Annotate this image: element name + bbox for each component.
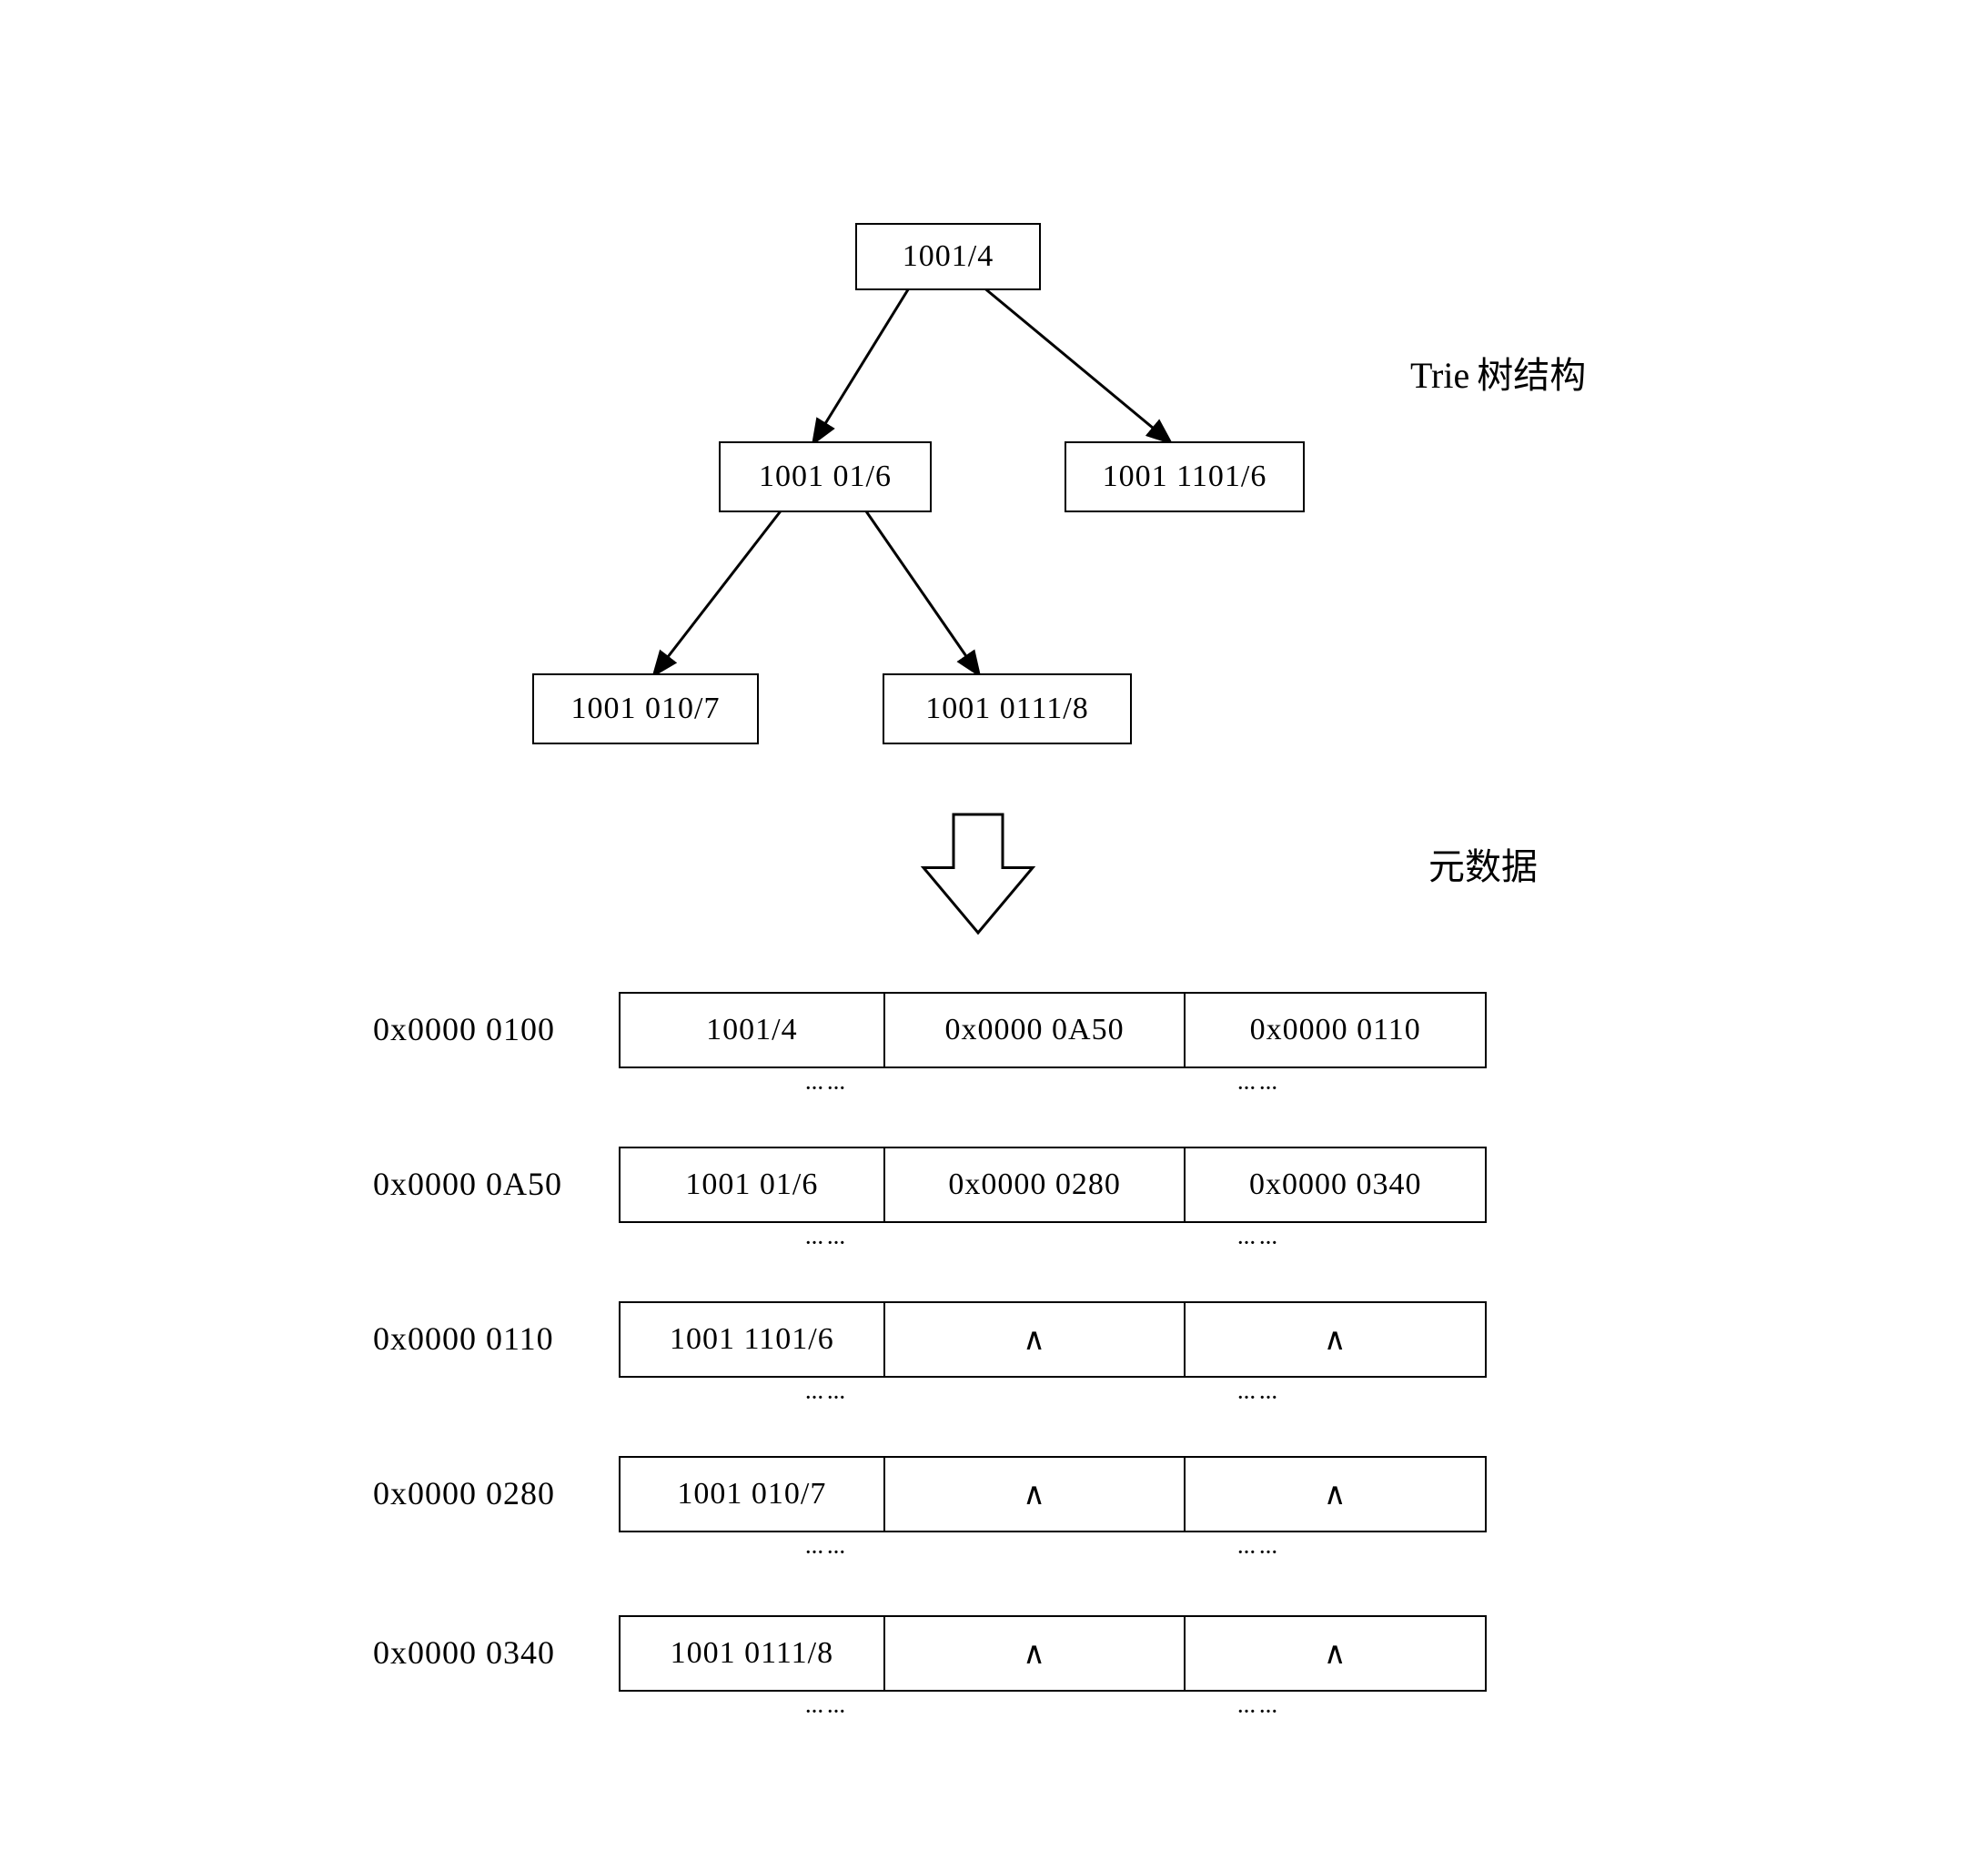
- table-cell: 0x0000 0A50: [885, 994, 1186, 1067]
- table-cell: 1001 01/6: [621, 1148, 885, 1221]
- table-cell: ∧: [885, 1458, 1186, 1531]
- ellipsis: ……: [1237, 1383, 1281, 1404]
- table-cell: 1001 1101/6: [621, 1303, 885, 1376]
- ellipsis: ……: [805, 1383, 849, 1404]
- trie-node: 1001 010/7: [532, 673, 759, 744]
- trie-node: 1001 0111/8: [883, 673, 1132, 744]
- trie-edge: [864, 509, 978, 673]
- ellipsis: ……: [805, 1697, 849, 1718]
- ellipsis: ……: [1237, 1538, 1281, 1559]
- table-cell: ∧: [1186, 1458, 1485, 1531]
- ellipsis: ……: [805, 1538, 849, 1559]
- table-cell: ∧: [1186, 1303, 1485, 1376]
- table-cell: 1001/4: [621, 994, 885, 1067]
- ellipsis: ……: [1237, 1228, 1281, 1249]
- trie-edge: [983, 287, 1169, 441]
- table-cell: ∧: [885, 1303, 1186, 1376]
- row-address: 0x0000 0A50: [373, 1165, 562, 1203]
- trie-edge: [655, 509, 782, 673]
- row-address: 0x0000 0340: [373, 1633, 555, 1672]
- arrows-overlay: [36, 36, 1952, 1814]
- trie-label-en: Trie: [1410, 355, 1469, 396]
- table-row: 1001 010/7∧∧: [619, 1456, 1487, 1532]
- table-cell: 0x0000 0110: [1186, 994, 1485, 1067]
- trie-label-cn: 树结构: [1477, 355, 1586, 396]
- ellipsis: ……: [1237, 1074, 1281, 1095]
- trie-edge: [814, 287, 910, 441]
- row-address: 0x0000 0110: [373, 1319, 554, 1358]
- ellipsis: ……: [805, 1228, 849, 1249]
- table-row: 1001 1101/6∧∧: [619, 1301, 1487, 1378]
- table-row: 1001 01/60x0000 02800x0000 0340: [619, 1147, 1487, 1223]
- trie-node: 1001 1101/6: [1065, 441, 1305, 512]
- ellipsis: ……: [805, 1074, 849, 1095]
- table-cell: ∧: [1186, 1617, 1485, 1690]
- trie-node: 1001/4: [855, 223, 1041, 290]
- down-arrow-icon: [923, 814, 1033, 933]
- table-cell: 1001 0111/8: [621, 1617, 885, 1690]
- metadata-label: 元数据: [1428, 837, 1538, 890]
- table-row: 1001/40x0000 0A500x0000 0110: [619, 992, 1487, 1068]
- table-cell: 0x0000 0280: [885, 1148, 1186, 1221]
- table-row: 1001 0111/8∧∧: [619, 1615, 1487, 1692]
- table-cell: 1001 010/7: [621, 1458, 885, 1531]
- trie-node: 1001 01/6: [719, 441, 932, 512]
- row-address: 0x0000 0280: [373, 1474, 555, 1512]
- row-address: 0x0000 0100: [373, 1010, 555, 1048]
- trie-label: Trie树结构: [1410, 346, 1586, 399]
- ellipsis: ……: [1237, 1697, 1281, 1718]
- table-cell: 0x0000 0340: [1186, 1148, 1485, 1221]
- table-cell: ∧: [885, 1617, 1186, 1690]
